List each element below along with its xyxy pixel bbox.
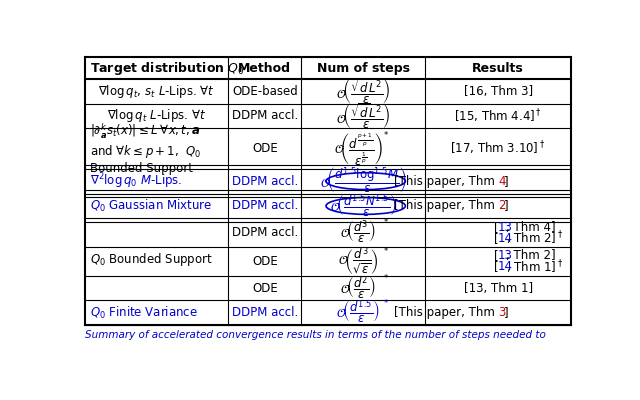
Text: [: [: [493, 249, 498, 262]
Text: [: [: [493, 232, 498, 244]
Text: [15, Thm 4.4]${}^\dagger$: [15, Thm 4.4]${}^\dagger$: [454, 107, 542, 125]
Text: 13: 13: [498, 249, 513, 262]
Text: ]: ]: [504, 175, 508, 188]
Text: 14: 14: [498, 260, 513, 273]
Text: ODE: ODE: [252, 282, 278, 294]
Text: 4: 4: [498, 175, 506, 188]
Text: $\mathcal{O}\!\left(\dfrac{d^3}{\sqrt{\varepsilon}}\right)$: $\mathcal{O}\!\left(\dfrac{d^3}{\sqrt{\v…: [338, 245, 379, 277]
Text: ${}^*$: ${}^*$: [381, 275, 389, 288]
Text: [This paper, Thm: [This paper, Thm: [394, 200, 498, 212]
Text: DDPM accl.: DDPM accl.: [232, 110, 298, 122]
Text: [17, Thm 3.10]${}^\dagger$: [17, Thm 3.10]${}^\dagger$: [451, 140, 546, 157]
Text: DDPM accl.: DDPM accl.: [232, 200, 298, 212]
Text: 14: 14: [498, 232, 513, 244]
Text: , Thm 4]: , Thm 4]: [506, 221, 556, 234]
Text: [13, Thm 1]: [13, Thm 1]: [463, 282, 532, 294]
Text: ${}^*$: ${}^*$: [381, 218, 389, 231]
Text: DDPM accl.: DDPM accl.: [232, 226, 298, 239]
Text: $\mathcal{O}\!\left(\dfrac{\sqrt{d}L^2}{\varepsilon}\right)$: $\mathcal{O}\!\left(\dfrac{\sqrt{d}L^2}{…: [336, 76, 390, 106]
Text: , Thm 2]${}^\dagger$: , Thm 2]${}^\dagger$: [506, 229, 563, 247]
Text: [16, Thm 3]: [16, Thm 3]: [463, 85, 532, 98]
Text: ${}^*$: ${}^*$: [381, 131, 389, 144]
Text: Results: Results: [472, 62, 524, 74]
Text: [: [: [493, 221, 498, 234]
Text: $\mathcal{O}\!\left(\dfrac{d^{1.5}}{\varepsilon}\right)$: $\mathcal{O}\!\left(\dfrac{d^{1.5}}{\var…: [336, 299, 380, 326]
Text: $\mathcal{O}\!\left(\dfrac{d^{1.5}N^{1.5}}{\varepsilon}\right)$: $\mathcal{O}\!\left(\dfrac{d^{1.5}N^{1.5…: [330, 192, 397, 220]
Text: Summary of accelerated convergence results in terms of the number of steps neede: Summary of accelerated convergence resul…: [85, 330, 546, 340]
Text: DDPM accl.: DDPM accl.: [232, 306, 298, 319]
Text: , Thm 2]: , Thm 2]: [506, 249, 556, 262]
Text: 3: 3: [498, 306, 506, 319]
Text: $\nabla \log q_t,\, s_t$ $L$-Lips. $\forall t$: $\nabla \log q_t,\, s_t$ $L$-Lips. $\for…: [99, 83, 215, 100]
Text: ]: ]: [504, 306, 508, 319]
Text: $Q_0$ Bounded Support: $Q_0$ Bounded Support: [90, 251, 212, 268]
Text: $\mathcal{O}\!\left(\dfrac{\sqrt{d}L^2}{\varepsilon}\right)$: $\mathcal{O}\!\left(\dfrac{\sqrt{d}L^2}{…: [336, 101, 390, 131]
Text: $Q_0$ Gaussian Mixture: $Q_0$ Gaussian Mixture: [90, 198, 212, 214]
Text: [This paper, Thm: [This paper, Thm: [394, 306, 498, 319]
Text: ${}^*$: ${}^*$: [381, 247, 389, 260]
Text: ODE: ODE: [252, 255, 278, 268]
Text: 13: 13: [498, 221, 513, 234]
Text: Num of steps: Num of steps: [317, 62, 410, 74]
Text: ODE: ODE: [252, 142, 278, 155]
Text: [: [: [493, 260, 498, 273]
Text: $\mathcal{O}\!\left(\dfrac{d^3}{\varepsilon}\right)$: $\mathcal{O}\!\left(\dfrac{d^3}{\varepsi…: [340, 219, 376, 246]
Text: 2: 2: [498, 200, 506, 212]
Text: ]: ]: [504, 200, 508, 212]
Text: [This paper, Thm: [This paper, Thm: [394, 175, 498, 188]
Text: $\mathcal{O}\!\left(\dfrac{d^{\frac{p+1}{p}}}{\varepsilon^{\frac{1}{p}}}\right)$: $\mathcal{O}\!\left(\dfrac{d^{\frac{p+1}…: [334, 130, 383, 166]
Text: $\nabla \log q_t$ $L$-Lips. $\forall t$: $\nabla \log q_t$ $L$-Lips. $\forall t$: [107, 108, 206, 124]
Text: , Thm 1]${}^\dagger$: , Thm 1]${}^\dagger$: [506, 258, 563, 276]
Text: $\mathcal{O}\!\left(\dfrac{d^{1.5}\log^{1.5}\! M}{\varepsilon}\right)$: $\mathcal{O}\!\left(\dfrac{d^{1.5}\log^{…: [320, 166, 406, 196]
Text: ODE-based: ODE-based: [232, 85, 298, 98]
Text: $\mathcal{O}\!\left(\dfrac{d^2}{\varepsilon}\right)$: $\mathcal{O}\!\left(\dfrac{d^2}{\varepsi…: [340, 274, 376, 302]
Text: DDPM accl.: DDPM accl.: [232, 175, 298, 188]
Text: Target distribution $Q_0$: Target distribution $Q_0$: [90, 60, 244, 76]
Text: $\nabla^2 \log q_0$ $M$-Lips.: $\nabla^2 \log q_0$ $M$-Lips.: [90, 171, 182, 191]
Text: $|\partial_{\boldsymbol{a}}^k s_t(x)| \leq L \;\forall x,t,\boldsymbol{a}$
and $: $|\partial_{\boldsymbol{a}}^k s_t(x)| \l…: [90, 122, 202, 176]
Text: Method: Method: [238, 62, 291, 74]
Text: ${}^*$: ${}^*$: [381, 299, 389, 312]
Text: $Q_0$ Finite Variance: $Q_0$ Finite Variance: [90, 305, 198, 321]
